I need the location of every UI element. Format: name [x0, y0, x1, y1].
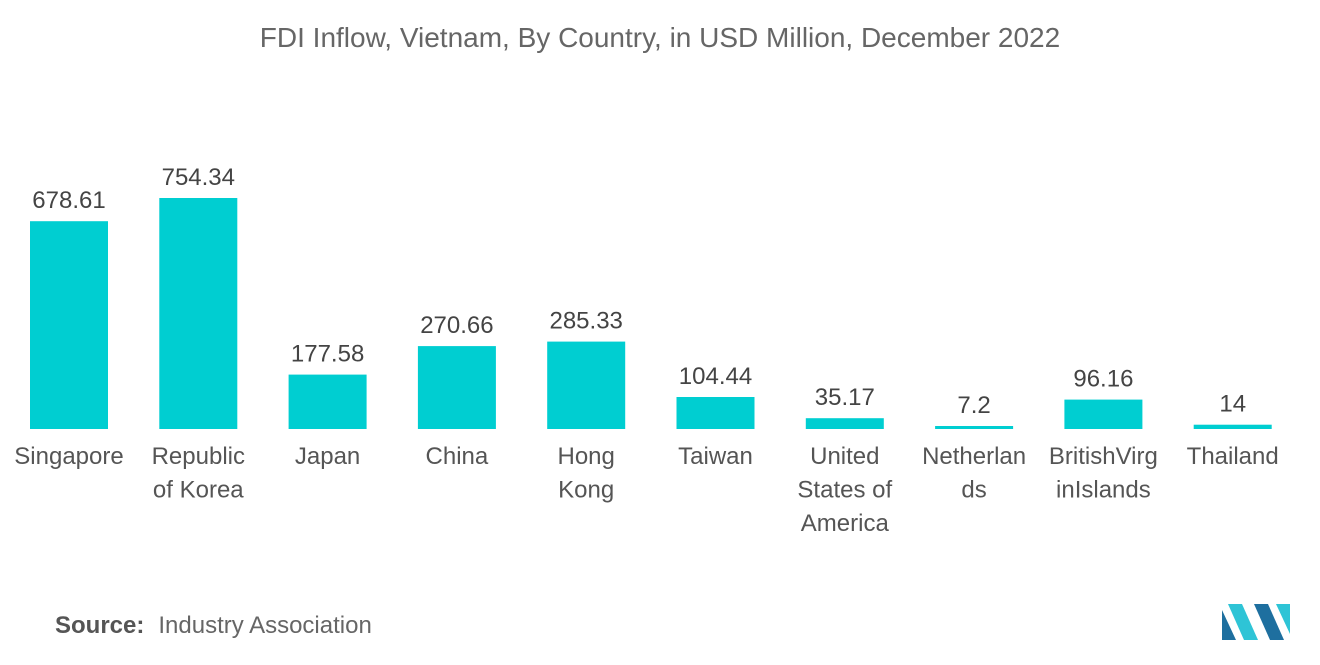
bar [159, 198, 238, 429]
bar [805, 418, 884, 429]
category-label: United [810, 443, 879, 470]
chart-title: FDI Inflow, Vietnam, By Country, in USD … [259, 22, 1061, 53]
bar-value-label: 96.16 [1073, 366, 1133, 393]
category-label: BritishVirg [1049, 443, 1158, 470]
bar-value-label: 7.2 [957, 392, 990, 419]
bar [935, 426, 1014, 429]
logo-shape-right [1276, 604, 1290, 634]
category-label: Hong [558, 443, 615, 470]
category-label: Japan [295, 443, 360, 470]
category-label: inIslands [1056, 477, 1151, 504]
bar-chart: 678.61 Singapore 754.34 Republic of Korea 177… [14, 164, 1279, 537]
logo-shape-mid-left [1228, 604, 1258, 640]
bar [1064, 399, 1143, 429]
bar-value-label: 35.17 [815, 384, 875, 411]
bar-value-label: 104.44 [679, 363, 752, 390]
category-label: of Korea [153, 477, 244, 504]
bar-value-label: 270.66 [420, 312, 493, 339]
bar-value-label: 285.33 [549, 308, 622, 335]
source-key: Source: [55, 612, 145, 639]
source-note: Source: Industry Association [55, 612, 372, 640]
logo-shape-left [1222, 610, 1236, 640]
bar [1193, 424, 1272, 429]
source-value: Industry Association [158, 612, 372, 639]
category-label: Thailand [1187, 443, 1279, 470]
brand-logo-icon [1222, 604, 1290, 640]
bar [288, 374, 367, 429]
category-label: Singapore [14, 443, 123, 470]
bar-value-label: 14 [1219, 391, 1246, 418]
bar [676, 397, 755, 429]
bar-value-label: 754.34 [162, 164, 235, 191]
category-label: ds [961, 477, 986, 504]
category-label: Taiwan [678, 443, 753, 470]
bar-value-label: 177.58 [291, 341, 364, 368]
category-label: Republic [152, 443, 245, 470]
bar [30, 221, 108, 429]
logo-shape-mid-right [1254, 604, 1284, 640]
category-label: China [426, 443, 489, 470]
bar-value-label: 678.61 [32, 187, 105, 214]
bar [417, 346, 496, 429]
bar [547, 341, 626, 429]
category-label: Kong [558, 477, 614, 504]
category-label: States of [797, 477, 892, 504]
category-label: America [801, 510, 890, 537]
category-label: Netherlan [922, 443, 1026, 470]
